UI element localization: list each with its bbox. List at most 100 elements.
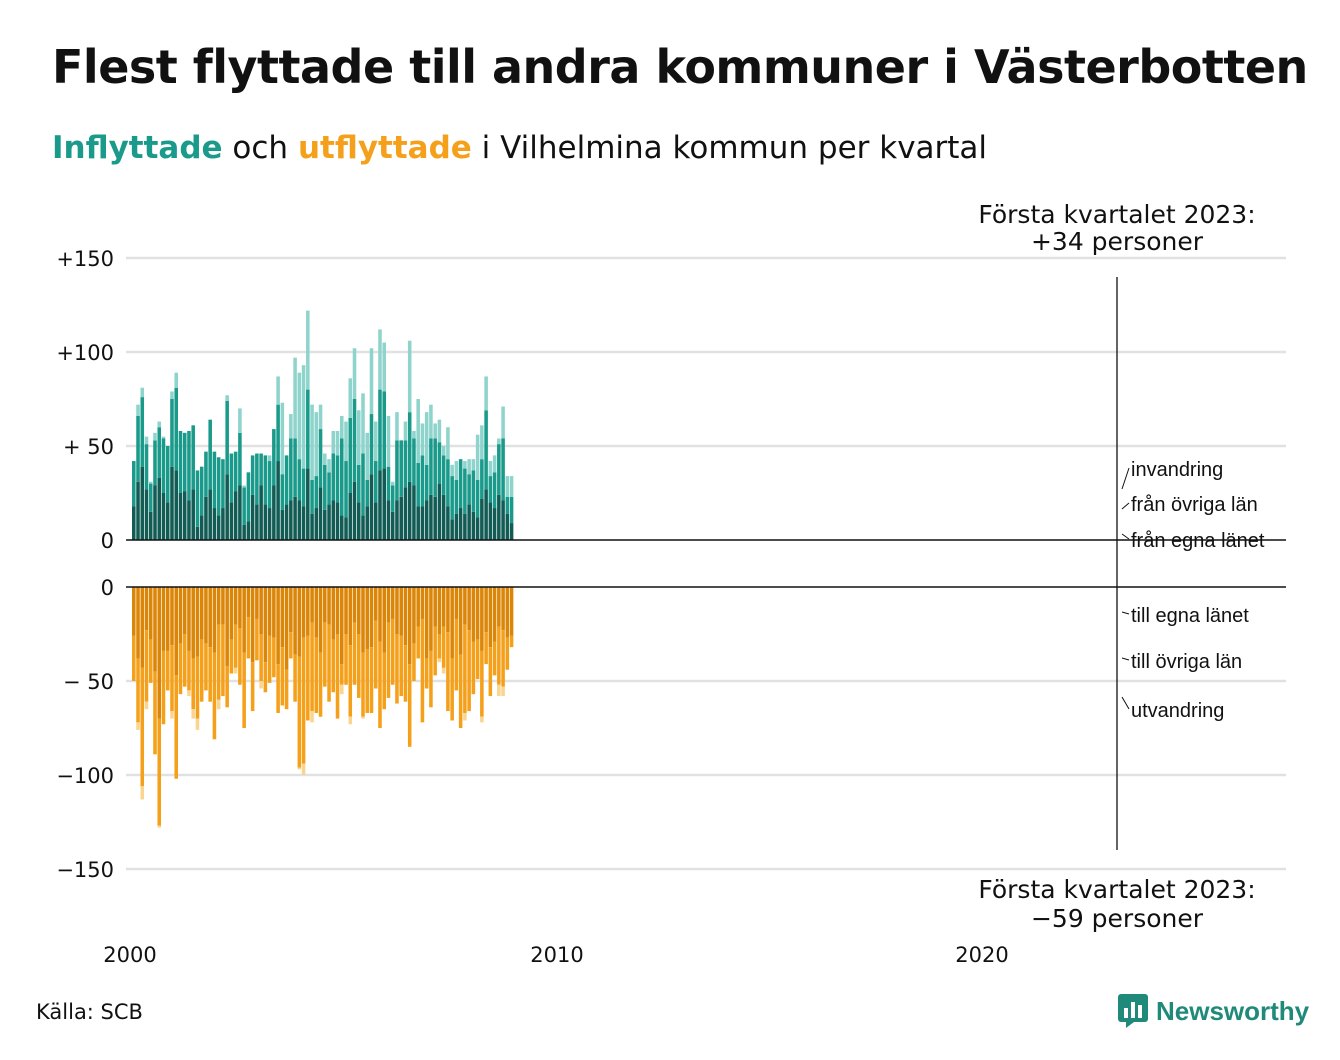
bar-out-utvandring xyxy=(187,690,191,697)
newsworthy-logo: Newsworthy xyxy=(1118,994,1309,1028)
bar-in-invandring xyxy=(331,430,336,454)
bar-out-ovriga xyxy=(407,664,412,747)
annotation-bottom-line1: Första kvartalet 2023: xyxy=(978,875,1255,904)
bar-in-egna xyxy=(280,509,285,540)
bar-in-ovriga xyxy=(340,438,344,516)
bar-out-utvandring xyxy=(480,716,484,723)
subtitle-rest: i Vilhelmina kommun per kvartal xyxy=(481,130,988,166)
bar-in-ovriga xyxy=(454,479,459,514)
bar-out-ovriga xyxy=(140,667,145,787)
bar-in-ovriga xyxy=(187,430,191,501)
bar-out-egna xyxy=(178,587,183,644)
bar-in-ovriga xyxy=(161,438,166,493)
bar-out-ovriga xyxy=(386,622,391,698)
bar-in-ovriga xyxy=(208,419,212,490)
bar-in-invandring xyxy=(267,455,272,462)
bar-in-ovriga xyxy=(450,476,454,520)
legend-fran-ovriga-lan: från övriga län xyxy=(1131,494,1258,516)
bar-in-egna xyxy=(437,483,442,540)
bar-in-ovriga xyxy=(136,415,140,482)
bar-in-ovriga xyxy=(293,438,297,497)
bar-in-ovriga xyxy=(492,472,497,509)
bar-out-egna xyxy=(229,587,234,640)
bar-out-egna xyxy=(216,587,221,625)
bar-in-ovriga xyxy=(484,410,488,490)
legend-leader xyxy=(1121,657,1130,661)
bar-in-invandring xyxy=(378,329,382,390)
bar-out-utvandring xyxy=(361,716,365,719)
bar-in-invandring xyxy=(480,425,484,460)
bar-in-egna xyxy=(250,494,255,540)
bar-in-ovriga xyxy=(153,440,157,486)
bar-in-egna xyxy=(429,494,433,540)
bar-out-ovriga xyxy=(471,641,476,695)
bar-out-egna xyxy=(361,587,365,653)
bar-in-invandring xyxy=(361,393,365,454)
bar-in-ovriga xyxy=(144,444,149,490)
chart-title: Flest flyttade till andra kommuner i Väs… xyxy=(52,40,1308,94)
bar-out-ovriga xyxy=(310,622,314,712)
bar-out-egna xyxy=(187,587,191,651)
bar-out-utvandring xyxy=(195,718,200,730)
bar-in-invandring xyxy=(386,415,391,467)
bar-out-egna xyxy=(318,587,323,653)
bar-in-ovriga xyxy=(297,459,302,501)
bar-in-ovriga xyxy=(471,470,476,512)
bar-in-egna xyxy=(153,485,157,540)
bar-out-ovriga xyxy=(340,664,344,685)
subtitle-inflyttade: Inflyttade xyxy=(52,130,223,166)
bar-out-ovriga xyxy=(441,626,446,668)
bar-in-ovriga xyxy=(140,397,145,467)
bar-out-ovriga xyxy=(475,639,480,680)
bar-in-ovriga xyxy=(284,455,289,505)
bar-in-ovriga xyxy=(272,429,276,486)
bar-in-invandring xyxy=(356,410,361,465)
bar-in-invandring xyxy=(310,404,314,480)
bar-in-ovriga xyxy=(318,429,323,488)
bar-out-egna xyxy=(140,587,145,668)
newsworthy-chart-icon xyxy=(1118,994,1148,1028)
bar-out-ovriga xyxy=(301,637,306,764)
annotation-bottom-line2: −59 personer xyxy=(1031,904,1204,933)
bar-in-egna xyxy=(407,481,412,540)
bar-out-egna xyxy=(437,587,442,634)
bar-in-egna xyxy=(161,493,166,540)
bar-out-egna xyxy=(267,587,272,636)
bar-in-invandring xyxy=(140,387,145,398)
bar-in-egna xyxy=(289,500,293,540)
bar-out-ovriga xyxy=(505,637,510,670)
bar-out-utvandring xyxy=(144,701,149,710)
bar-in-ovriga xyxy=(505,496,510,514)
y-tick-label-bottom: − 50 xyxy=(63,670,114,694)
bar-out-ovriga xyxy=(403,645,408,702)
bar-out-utvandring xyxy=(136,722,140,730)
bar-in-invandring xyxy=(314,412,319,477)
bar-out-ovriga xyxy=(318,652,323,717)
bar-in-invandring xyxy=(136,404,140,416)
bar-in-invandring xyxy=(463,461,467,469)
bar-in-egna xyxy=(170,466,174,540)
bar-out-egna xyxy=(148,587,153,640)
bar-in-ovriga xyxy=(263,455,268,505)
bar-in-egna xyxy=(284,504,289,540)
bar-in-ovriga xyxy=(433,438,437,497)
bar-out-ovriga xyxy=(395,634,399,704)
bar-out-ovriga xyxy=(463,624,467,713)
bar-out-egna xyxy=(420,587,425,619)
bar-in-ovriga xyxy=(437,442,442,484)
bar-out-egna xyxy=(170,587,174,646)
bar-out-egna xyxy=(365,587,370,650)
bar-out-utvandring xyxy=(310,711,314,723)
bar-in-ovriga xyxy=(259,453,263,486)
bar-out-ovriga xyxy=(153,671,157,755)
x-tick-label: 2010 xyxy=(530,943,583,967)
bar-out-ovriga xyxy=(424,658,429,689)
bar-in-egna xyxy=(259,485,263,540)
bar-in-ovriga xyxy=(178,430,183,493)
bar-in-egna xyxy=(327,504,331,540)
bar-out-ovriga xyxy=(314,637,319,713)
bar-out-egna xyxy=(276,587,280,665)
bar-in-invandring xyxy=(297,372,302,460)
bar-in-ovriga xyxy=(327,472,331,505)
bar-out-egna xyxy=(416,587,420,627)
